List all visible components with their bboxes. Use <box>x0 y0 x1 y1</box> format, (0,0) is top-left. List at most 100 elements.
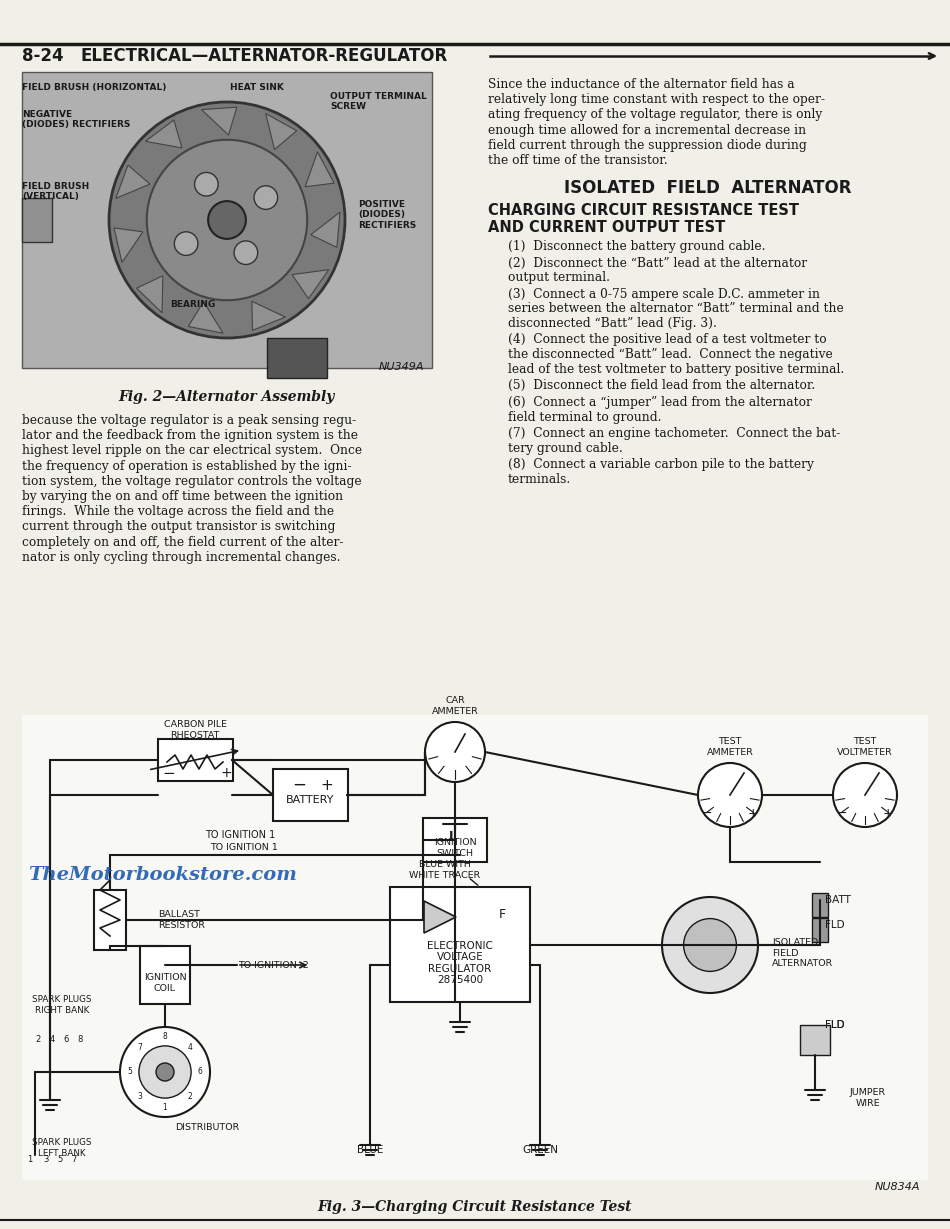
Text: FLD: FLD <box>825 921 845 930</box>
Text: (2)  Disconnect the “Batt” lead at the alternator: (2) Disconnect the “Batt” lead at the al… <box>508 257 808 269</box>
Text: −: − <box>292 775 306 794</box>
Text: 4: 4 <box>49 1036 54 1045</box>
Bar <box>22 73 432 367</box>
Text: FLD: FLD <box>825 1020 845 1030</box>
Text: FIELD BRUSH (HORIZONTAL): FIELD BRUSH (HORIZONTAL) <box>22 84 166 92</box>
Text: field terminal to ground.: field terminal to ground. <box>508 410 661 424</box>
Text: +: + <box>883 807 894 820</box>
Polygon shape <box>424 901 456 933</box>
Text: 8-24: 8-24 <box>22 47 64 65</box>
Text: −: − <box>162 766 175 780</box>
Text: +: + <box>748 807 759 820</box>
Text: (4)  Connect the positive lead of a test voltmeter to: (4) Connect the positive lead of a test … <box>508 333 826 347</box>
Text: enough time allowed for a incremental decrease in: enough time allowed for a incremental de… <box>488 124 807 136</box>
Text: nator is only cycling through incremental changes.: nator is only cycling through incrementa… <box>22 551 340 564</box>
Text: (8)  Connect a variable carbon pile to the battery: (8) Connect a variable carbon pile to th… <box>508 458 814 471</box>
Text: Since the inductance of the alternator field has a: Since the inductance of the alternator f… <box>488 77 794 91</box>
Text: 8: 8 <box>77 1036 83 1045</box>
Text: 7: 7 <box>71 1155 77 1165</box>
Bar <box>423 819 487 862</box>
Text: 6: 6 <box>198 1068 202 1077</box>
Text: HEAT SINK: HEAT SINK <box>230 84 284 92</box>
Polygon shape <box>292 269 329 299</box>
Text: 7: 7 <box>138 1042 142 1052</box>
Text: the frequency of operation is established by the igni-: the frequency of operation is establishe… <box>22 460 352 473</box>
Text: disconnected “Batt” lead (Fig. 3).: disconnected “Batt” lead (Fig. 3). <box>508 317 717 331</box>
Text: BATTERY: BATTERY <box>286 795 334 805</box>
Text: GREEN: GREEN <box>522 1145 558 1155</box>
Polygon shape <box>201 107 237 135</box>
Text: (6)  Connect a “jumper” lead from the alternator: (6) Connect a “jumper” lead from the alt… <box>508 396 812 409</box>
Text: ELECTRONIC
VOLTAGE
REGULATOR
2875400: ELECTRONIC VOLTAGE REGULATOR 2875400 <box>428 940 493 986</box>
Text: completely on and off, the field current of the alter-: completely on and off, the field current… <box>22 536 344 548</box>
Text: 3: 3 <box>138 1093 142 1101</box>
Text: +: + <box>320 778 332 793</box>
Text: 1: 1 <box>28 1155 32 1165</box>
Circle shape <box>698 763 762 827</box>
Text: CARBON PILE
RHEOSTAT: CARBON PILE RHEOSTAT <box>163 720 226 740</box>
Bar <box>267 338 327 379</box>
Text: SPARK PLUGS
LEFT BANK: SPARK PLUGS LEFT BANK <box>32 1138 92 1158</box>
Bar <box>140 946 190 1004</box>
Text: field current through the suppression diode during: field current through the suppression di… <box>488 139 807 152</box>
Text: 5: 5 <box>57 1155 63 1165</box>
Text: DISTRIBUTOR: DISTRIBUTOR <box>175 1123 239 1132</box>
Text: BALLAST
RESISTOR: BALLAST RESISTOR <box>158 911 205 929</box>
Text: SPARK PLUGS
RIGHT BANK: SPARK PLUGS RIGHT BANK <box>32 995 92 1015</box>
Text: 1: 1 <box>162 1102 167 1111</box>
Text: tion system, the voltage regulator controls the voltage: tion system, the voltage regulator contr… <box>22 474 362 488</box>
Bar <box>390 887 530 1002</box>
Text: 4: 4 <box>187 1042 192 1052</box>
Text: Fig. 2—Alternator Assembly: Fig. 2—Alternator Assembly <box>119 390 335 404</box>
Text: relatively long time constant with respect to the oper-: relatively long time constant with respe… <box>488 93 825 106</box>
Text: lead of the test voltmeter to battery positive terminal.: lead of the test voltmeter to battery po… <box>508 363 845 376</box>
Text: FIELD BRUSH
(VERTICAL): FIELD BRUSH (VERTICAL) <box>22 182 89 202</box>
Circle shape <box>662 897 758 993</box>
Text: output terminal.: output terminal. <box>508 272 610 284</box>
Circle shape <box>234 241 257 264</box>
Circle shape <box>109 102 345 338</box>
Text: (3)  Connect a 0-75 ampere scale D.C. ammeter in: (3) Connect a 0-75 ampere scale D.C. amm… <box>508 288 820 301</box>
Text: +: + <box>220 766 232 780</box>
Text: I: I <box>448 830 453 843</box>
Text: TO IGNITION 1: TO IGNITION 1 <box>210 843 277 853</box>
Text: TO IGNITION 1: TO IGNITION 1 <box>205 830 276 839</box>
Text: 2: 2 <box>35 1036 41 1045</box>
Text: NU834A: NU834A <box>875 1182 920 1192</box>
Text: BLUE WITH
WHITE TRACER: BLUE WITH WHITE TRACER <box>409 860 481 880</box>
Polygon shape <box>311 213 340 247</box>
Text: (7)  Connect an engine tachometer.  Connect the bat-: (7) Connect an engine tachometer. Connec… <box>508 426 841 440</box>
Bar <box>800 1025 830 1054</box>
Bar <box>94 890 126 950</box>
Circle shape <box>120 1027 210 1117</box>
Text: ISOLATED  FIELD  ALTERNATOR: ISOLATED FIELD ALTERNATOR <box>564 179 852 197</box>
Polygon shape <box>114 227 142 263</box>
Text: AND CURRENT OUTPUT TEST: AND CURRENT OUTPUT TEST <box>488 220 725 235</box>
Polygon shape <box>145 120 182 147</box>
Polygon shape <box>252 301 285 331</box>
Text: current through the output transistor is switching: current through the output transistor is… <box>22 520 335 533</box>
Text: (1)  Disconnect the battery ground cable.: (1) Disconnect the battery ground cable. <box>508 240 766 253</box>
Text: −: − <box>837 807 847 820</box>
Circle shape <box>208 202 246 238</box>
Circle shape <box>833 763 897 827</box>
Circle shape <box>156 1063 174 1082</box>
Circle shape <box>684 918 736 971</box>
Circle shape <box>139 1046 191 1097</box>
Text: TheMotorbookstore.com: TheMotorbookstore.com <box>28 866 296 884</box>
Text: ating frequency of the voltage regulator, there is only: ating frequency of the voltage regulator… <box>488 108 823 122</box>
Text: CHARGING CIRCUIT RESISTANCE TEST: CHARGING CIRCUIT RESISTANCE TEST <box>488 203 799 219</box>
Text: 3: 3 <box>44 1155 48 1165</box>
Text: ISOLATED
FIELD
ALTERNATOR: ISOLATED FIELD ALTERNATOR <box>772 938 833 968</box>
Text: TEST
VOLTMETER: TEST VOLTMETER <box>837 737 893 757</box>
Text: −: − <box>702 807 712 820</box>
Circle shape <box>425 721 485 782</box>
Text: 5: 5 <box>127 1068 132 1077</box>
Text: IGNITION
SWITCH: IGNITION SWITCH <box>434 838 476 858</box>
Text: ELECTRICAL—ALTERNATOR-REGULATOR: ELECTRICAL—ALTERNATOR-REGULATOR <box>80 47 447 65</box>
Text: 6: 6 <box>64 1036 68 1045</box>
Text: lator and the feedback from the ignition system is the: lator and the feedback from the ignition… <box>22 429 358 442</box>
Text: highest level ripple on the car electrical system.  Once: highest level ripple on the car electric… <box>22 445 362 457</box>
Text: BATT: BATT <box>825 895 851 905</box>
Text: BLUE: BLUE <box>357 1145 383 1155</box>
